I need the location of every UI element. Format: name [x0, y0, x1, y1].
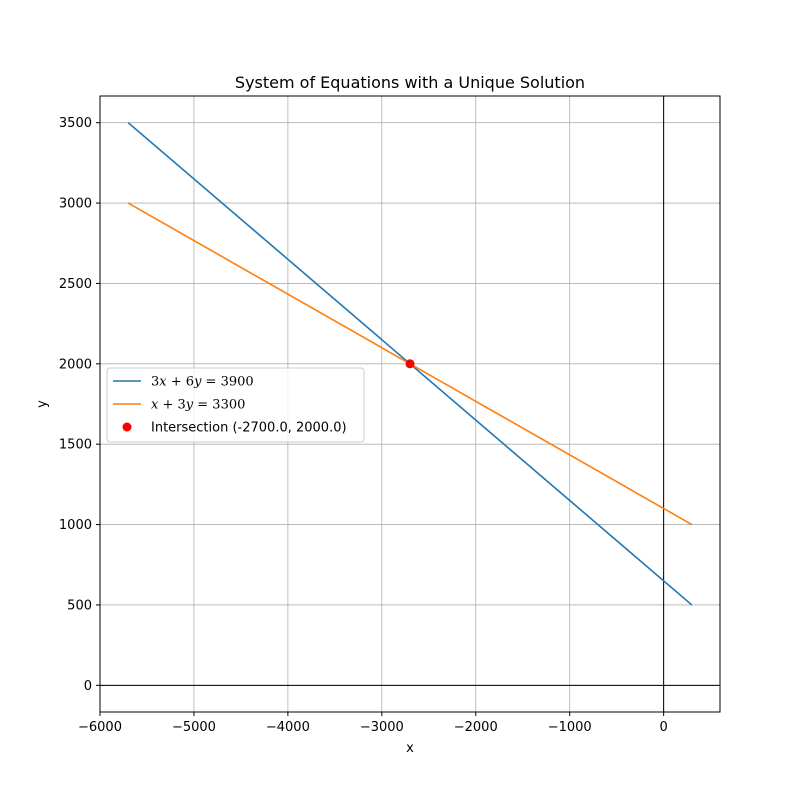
x-tick-label: −4000	[266, 720, 310, 735]
y-tick-label: 1500	[59, 438, 92, 453]
x-tick-label: −5000	[172, 720, 216, 735]
legend-label: x + 3y = 3300	[151, 398, 245, 413]
x-axis-title: x	[406, 741, 414, 756]
tick-marks	[96, 122, 665, 716]
y-tick-label: 1000	[59, 518, 92, 533]
intersection-points	[405, 359, 415, 369]
x-tick-label: −1000	[548, 720, 592, 735]
y-tick-label: 3500	[59, 116, 92, 131]
intersection-point	[405, 359, 415, 369]
x-tick-label: 0	[659, 720, 667, 735]
tick-labels: −6000 −5000 −4000 −3000 −2000 −1000 0 0 500 1000 1…	[59, 116, 668, 735]
reference-lines	[100, 96, 720, 712]
x-tick-label: −6000	[78, 720, 122, 735]
legend-label: 3x + 6y = 3900	[151, 375, 254, 390]
chart-title: System of Equations with a Unique Soluti…	[235, 73, 585, 92]
x-tick-label: −3000	[360, 720, 404, 735]
legend: 3x + 6y = 3900 x + 3y = 3300 Intersection …	[106, 367, 365, 443]
y-tick-label: 2500	[59, 277, 92, 292]
y-tick-label: 0	[84, 679, 92, 694]
y-tick-label: 2000	[59, 357, 92, 372]
legend-box	[106, 367, 365, 443]
x-tick-label: −2000	[454, 720, 498, 735]
y-axis-title: y	[35, 400, 50, 408]
y-tick-label: 3000	[59, 197, 92, 212]
y-tick-label: 500	[67, 598, 92, 613]
legend-label: Intersection (-2700.0, 2000.0)	[151, 421, 347, 436]
plot-frame	[99, 95, 721, 713]
legend-swatch-point	[122, 422, 132, 432]
